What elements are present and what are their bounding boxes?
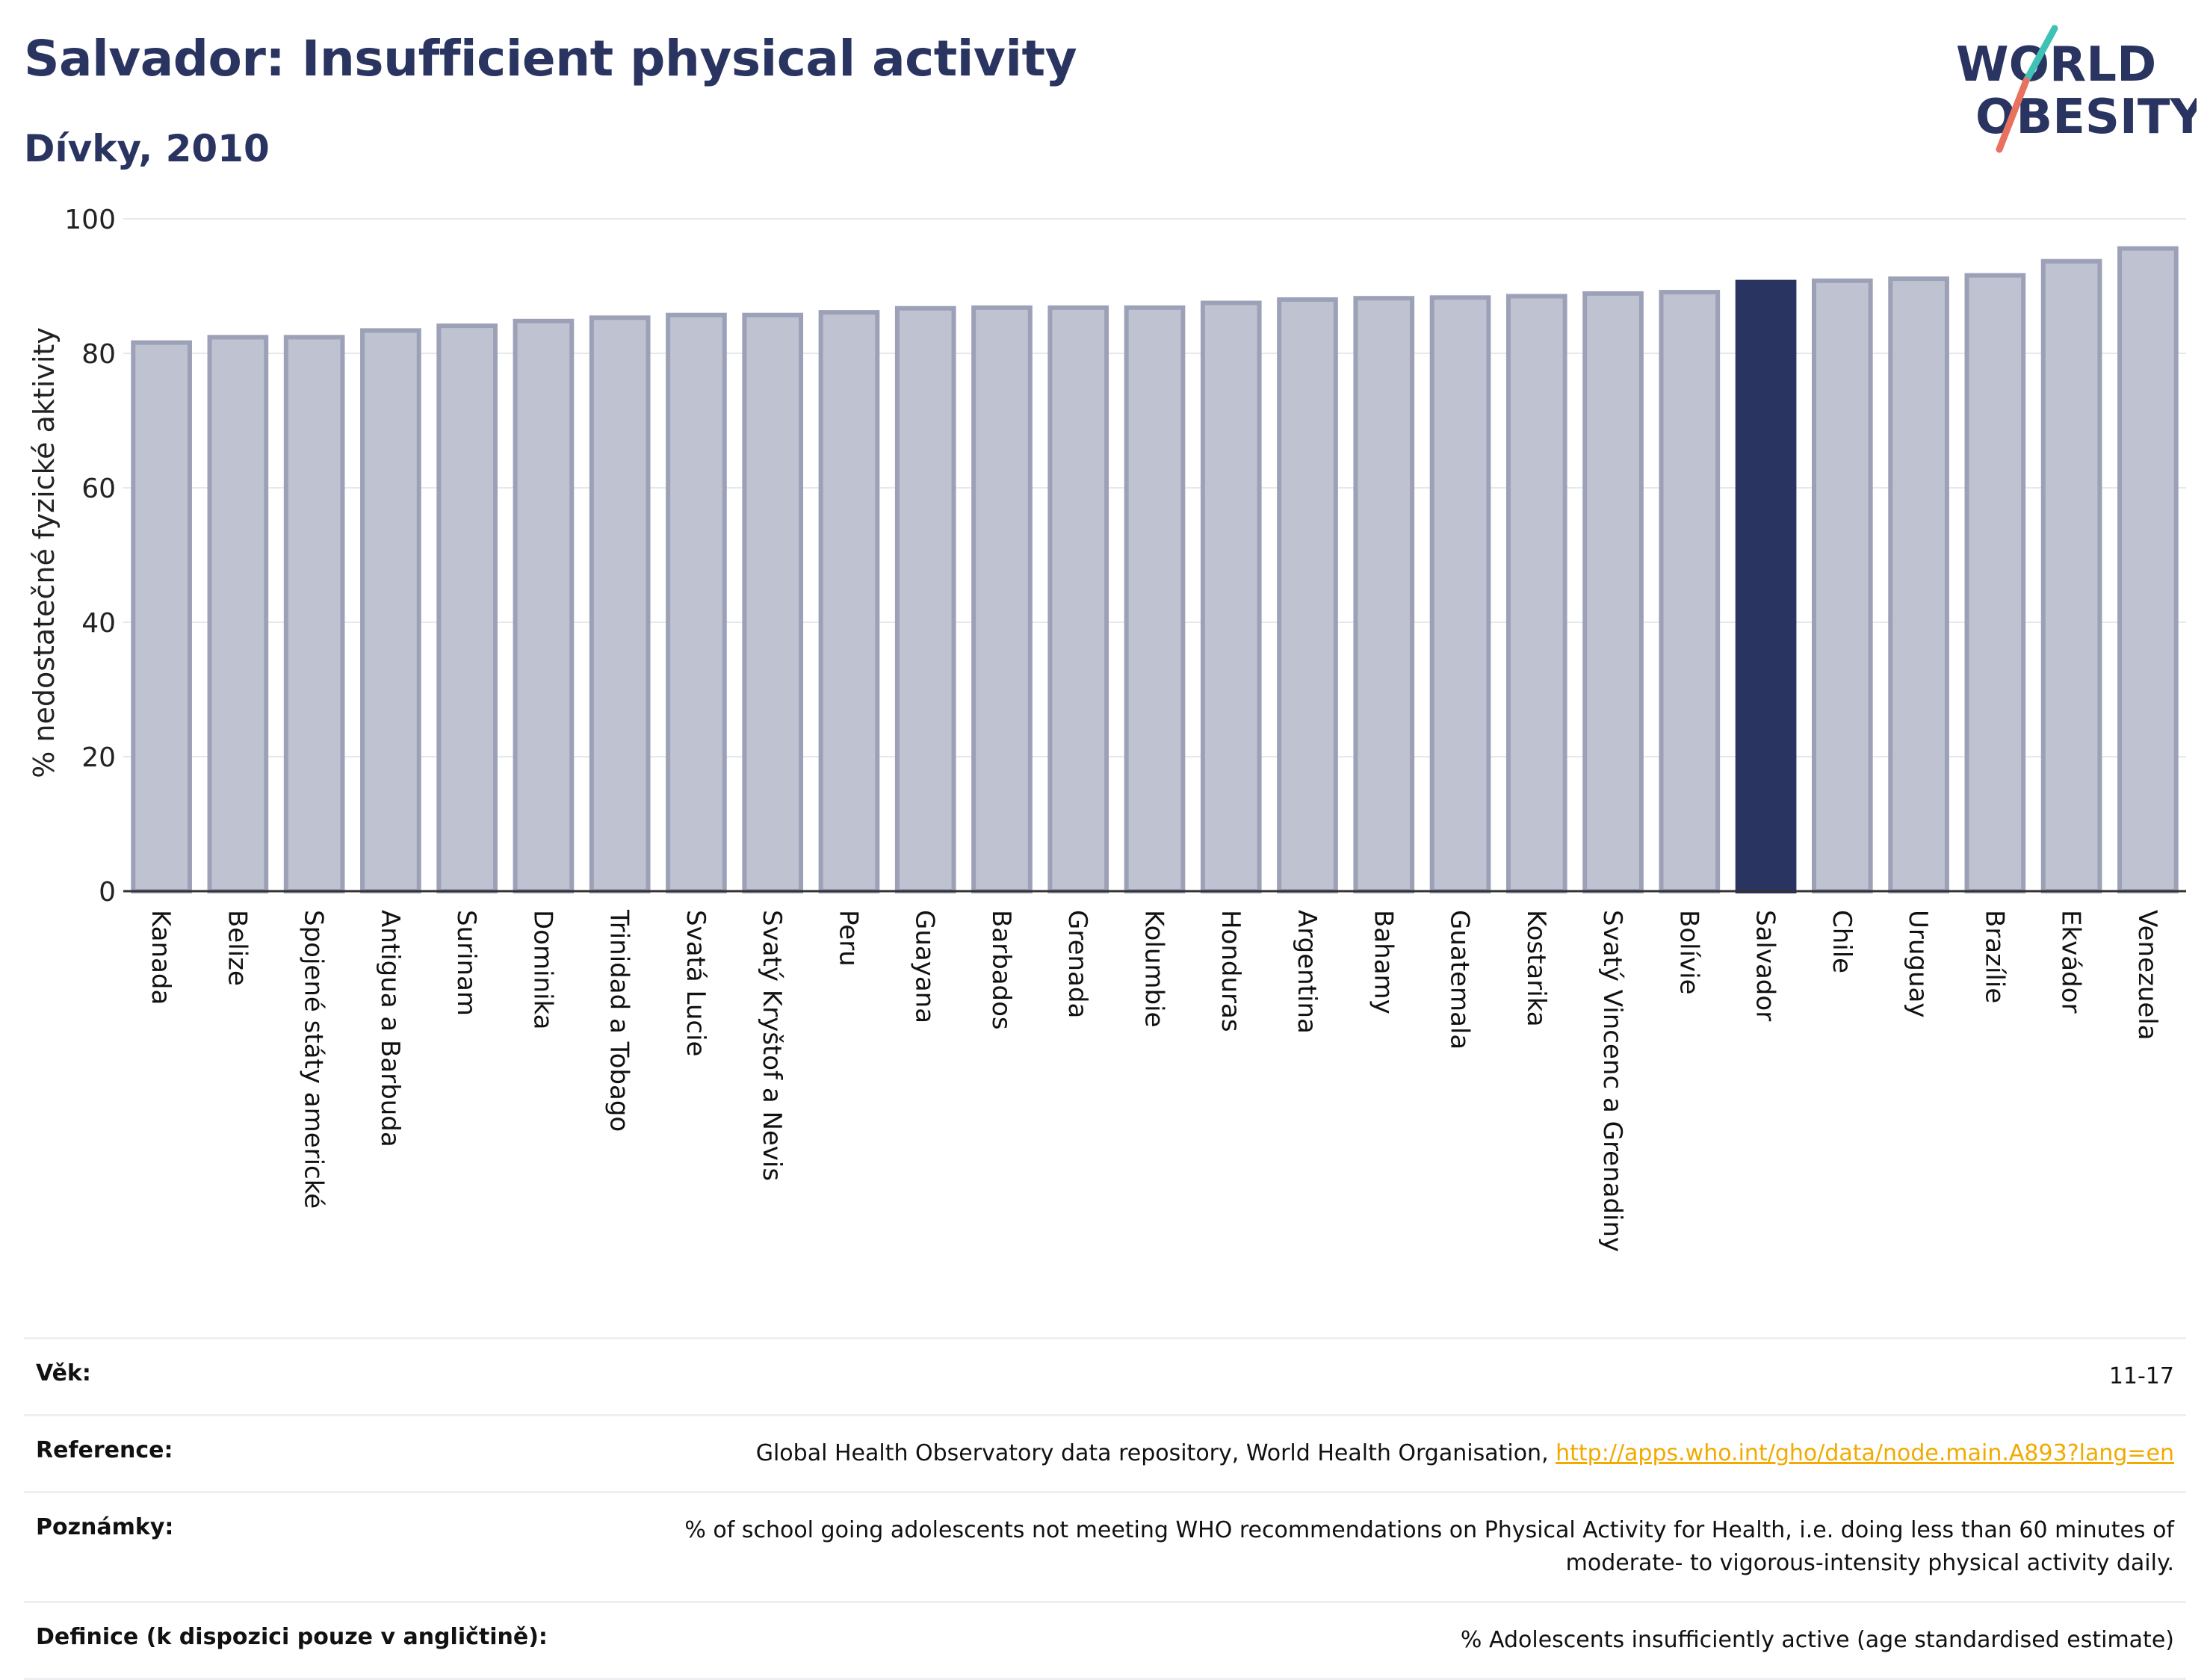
- x-tick-label: Trinidad a Tobago: [604, 909, 634, 1132]
- y-tick-label: 100: [64, 205, 116, 235]
- x-tick-label: Svatá Lucie: [681, 910, 711, 1056]
- reference-text: Global Health Observatory data repositor…: [755, 1440, 1556, 1466]
- x-tick-label: Surinam: [451, 910, 481, 1016]
- bar: [207, 335, 269, 893]
- x-tick-label: Dominika: [527, 910, 557, 1029]
- x-tick-label: Svatý Vincenc a Grenadiny: [1597, 910, 1627, 1252]
- bar: [436, 323, 498, 894]
- world-obesity-logo: WORLD OBESITY: [1956, 25, 2197, 153]
- x-tick-label: Chile: [1827, 910, 1857, 973]
- chart-title: Salvador: Insufficient physical activity: [24, 30, 1077, 87]
- x-tick-label: Guatemala: [1445, 910, 1475, 1050]
- x-tick-label: Ekvádor: [2056, 910, 2086, 1014]
- bars-layer: [131, 246, 2179, 894]
- bar: [1200, 300, 1262, 893]
- info-row-notes: Poznámky: % of school going adolescents …: [24, 1491, 2186, 1603]
- chart-subtitle: Dívky, 2010: [24, 127, 270, 170]
- x-tick-label: Spojené státy americké: [299, 910, 329, 1209]
- bar: [818, 310, 880, 894]
- x-tick-label: Grenada: [1062, 910, 1092, 1018]
- bar: [1659, 290, 1721, 894]
- info-label-definition: Definice (k dispozici pouze v angličtině…: [24, 1601, 560, 1680]
- info-value-age: 11-17: [559, 1337, 2186, 1416]
- info-value-definition: % Adolescents insufficiently active (age…: [559, 1601, 2186, 1680]
- x-tick-label: Salvador: [1751, 910, 1780, 1021]
- logo-text-world: WORLD: [1956, 37, 2156, 93]
- x-tick-labels: Kanada Belize Spojené státy americké Antigu…: [146, 909, 2162, 1252]
- x-tick-label: Guayana: [910, 910, 940, 1023]
- x-tick-label: Argentina: [1292, 910, 1322, 1034]
- x-tick-label: Svatý Kryštof a Nevis: [757, 910, 787, 1181]
- reference-link[interactable]: http://apps.who.int/gho/data/node.main.A…: [1556, 1440, 2174, 1466]
- x-tick-label: Kanada: [146, 910, 176, 1005]
- x-tick-label: Peru: [833, 910, 863, 967]
- y-tick-label: 20: [81, 743, 116, 773]
- bar: [971, 305, 1033, 893]
- bar: [283, 335, 345, 893]
- bar: [1277, 297, 1338, 893]
- bar: [2117, 246, 2179, 894]
- bar: [513, 318, 575, 893]
- bar: [1582, 291, 1644, 893]
- bar: [1124, 305, 1186, 893]
- info-row-age: Věk: 11-17: [24, 1337, 2186, 1416]
- bar: [894, 306, 956, 893]
- x-tick-label: Uruguay: [1903, 910, 1933, 1018]
- bar: [1964, 273, 2026, 894]
- info-value-notes: % of school going adolescents not meetin…: [559, 1491, 2186, 1603]
- x-tick-label: Barbados: [986, 910, 1016, 1030]
- info-value-reference: Global Health Observatory data repositor…: [559, 1414, 2186, 1493]
- info-label-age: Věk:: [24, 1337, 560, 1416]
- info-label-notes: Poznámky:: [24, 1491, 560, 1603]
- bar: [1353, 296, 1415, 893]
- bar: [2040, 258, 2102, 893]
- bar: [131, 340, 192, 894]
- bar: [742, 312, 804, 893]
- x-tick-label: Kostarika: [1521, 910, 1551, 1027]
- x-tick-label: Antigua a Barbuda: [375, 910, 405, 1147]
- y-tick-label: 40: [81, 608, 116, 639]
- info-label-reference: Reference:: [24, 1414, 560, 1493]
- y-tick-label: 80: [81, 339, 116, 370]
- bar-highlighted: [1735, 279, 1797, 894]
- bar: [1505, 294, 1567, 893]
- logo-slash-coral: [1996, 77, 2030, 153]
- x-tick-label: Belize: [222, 910, 252, 986]
- bar: [1047, 305, 1109, 893]
- info-table: Věk: 11-17 Reference: Global Health Obse…: [24, 1337, 2186, 1680]
- bar: [1888, 276, 1949, 894]
- bar: [589, 315, 651, 893]
- bar: [666, 312, 727, 893]
- y-tick-label: 0: [99, 877, 116, 908]
- x-tick-label: Venezuela: [2132, 910, 2162, 1041]
- info-row-definition: Definice (k dispozici pouze v angličtině…: [24, 1601, 2186, 1680]
- bar: [360, 328, 421, 893]
- info-row-reference: Reference: Global Health Observatory dat…: [24, 1414, 2186, 1493]
- logo-slash-teal: [2022, 25, 2058, 84]
- bar-chart: 0 20 40 60 80 100 Kanada Belize Spojené státy a…: [28, 205, 2186, 1252]
- y-tick-label: 60: [81, 474, 116, 504]
- x-tick-label: Bolívie: [1674, 910, 1703, 995]
- x-tick-label: Honduras: [1216, 910, 1245, 1032]
- bar: [1429, 295, 1491, 893]
- x-tick-label: Bahamy: [1368, 910, 1398, 1014]
- x-tick-label: Brazílie: [1979, 910, 2009, 1003]
- x-tick-label: Kolumbie: [1139, 910, 1169, 1027]
- bar: [1811, 278, 1873, 893]
- y-axis-label: % nedostatečné fyzické aktivity: [28, 327, 61, 778]
- y-tick-labels: 0 20 40 60 80 100: [64, 205, 116, 908]
